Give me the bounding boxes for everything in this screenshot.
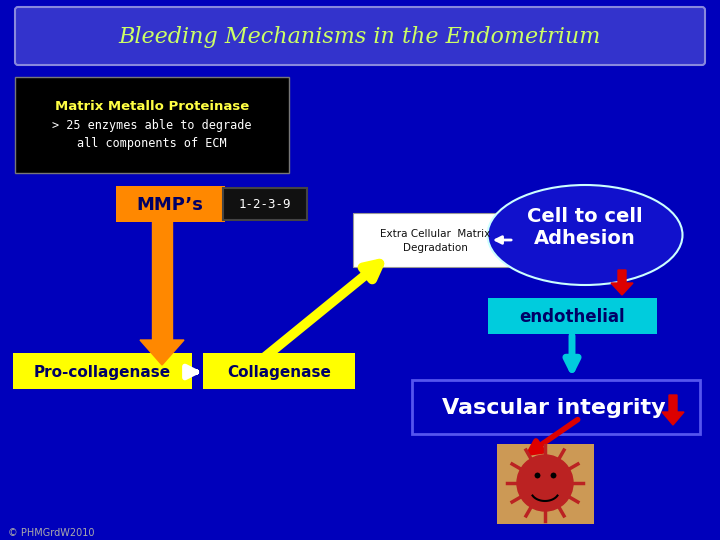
Polygon shape xyxy=(140,340,184,365)
Text: Matrix Metallo Proteinase: Matrix Metallo Proteinase xyxy=(55,99,249,112)
FancyBboxPatch shape xyxy=(203,353,355,389)
Text: © PHMGrdW2010: © PHMGrdW2010 xyxy=(8,528,94,538)
Text: Vascular integrity: Vascular integrity xyxy=(442,398,666,418)
Circle shape xyxy=(517,455,573,511)
FancyBboxPatch shape xyxy=(116,186,225,222)
Text: Collagenase: Collagenase xyxy=(227,364,331,380)
Text: Bleeding Mechanisms in the Endometrium: Bleeding Mechanisms in the Endometrium xyxy=(119,26,601,48)
Text: Cell to cell
Adhesion: Cell to cell Adhesion xyxy=(527,207,643,248)
FancyBboxPatch shape xyxy=(353,213,517,267)
FancyBboxPatch shape xyxy=(15,7,705,65)
Text: > 25 enzymes able to degrade: > 25 enzymes able to degrade xyxy=(53,118,252,132)
Text: MMP’s: MMP’s xyxy=(137,196,204,214)
FancyBboxPatch shape xyxy=(13,353,192,389)
Text: all components of ECM: all components of ECM xyxy=(77,137,227,150)
FancyBboxPatch shape xyxy=(497,444,594,524)
Text: 1-2-3-9: 1-2-3-9 xyxy=(239,199,292,212)
Text: Extra Cellular  Matrix
Degradation: Extra Cellular Matrix Degradation xyxy=(380,230,490,253)
FancyBboxPatch shape xyxy=(223,188,307,220)
Polygon shape xyxy=(611,270,633,295)
FancyBboxPatch shape xyxy=(15,77,289,173)
FancyBboxPatch shape xyxy=(412,380,700,434)
Ellipse shape xyxy=(487,185,683,285)
Polygon shape xyxy=(662,395,684,425)
Text: Pro-collagenase: Pro-collagenase xyxy=(33,364,171,380)
FancyBboxPatch shape xyxy=(488,298,657,334)
Text: endothelial: endothelial xyxy=(519,308,625,326)
Bar xyxy=(152,220,172,340)
